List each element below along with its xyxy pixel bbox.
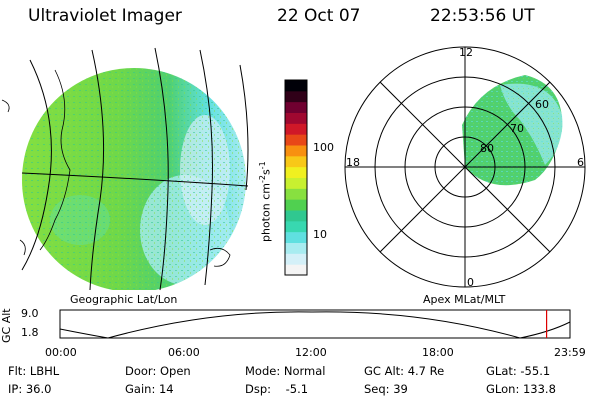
status-dsp: Dsp: -5.1 <box>245 382 309 396</box>
lat-label-60: 60 <box>535 98 549 111</box>
status-filter: Flt: LBHL <box>8 364 60 378</box>
colorbar-segment <box>285 80 307 92</box>
colorbar-segment <box>285 210 307 222</box>
geographic-image <box>1 47 249 291</box>
lat-label-70: 70 <box>510 122 524 135</box>
colorbar-segment <box>285 177 307 189</box>
timeline-xtick-2359: 23:59 <box>554 346 586 359</box>
colorbar-segment <box>285 264 307 276</box>
colorbar-segment <box>285 188 307 200</box>
left-panel-caption: Geographic Lat/Lon <box>70 293 178 306</box>
mlt-label-12: 12 <box>459 46 473 59</box>
image-time: 22:53:56 UT <box>430 6 535 26</box>
mlt-label-0: 0 <box>467 276 474 289</box>
polar-plot <box>344 46 586 288</box>
image-date: 22 Oct 07 <box>277 6 361 26</box>
status-ip: IP: 36.0 <box>8 382 52 396</box>
colorbar-segment <box>285 242 307 254</box>
colorbar <box>284 79 308 276</box>
status-glat: GLat: -55.1 <box>486 364 551 378</box>
right-panel-caption: Apex MLat/MLT <box>423 293 506 306</box>
instrument-title: Ultraviolet Imager <box>28 6 182 26</box>
colorbar-segment <box>285 90 307 103</box>
colorbar-segment <box>285 123 307 135</box>
colorbar-segment <box>285 220 307 233</box>
lat-label-80: 80 <box>480 142 494 155</box>
colorbar-segment <box>285 253 307 265</box>
colorbar-segment <box>285 199 307 211</box>
status-gain: Gain: 14 <box>125 382 174 396</box>
status-seq: Seq: 39 <box>364 382 408 396</box>
timeline-ylabel: GC Alt <box>0 308 13 343</box>
mlt-label-6: 6 <box>577 156 584 169</box>
timeline-xtick-0000: 00:00 <box>45 346 77 359</box>
mlt-label-18: 18 <box>346 156 360 169</box>
status-mode: Mode: Normal <box>245 364 326 378</box>
status-glon: GLon: 133.8 <box>486 382 556 396</box>
colorbar-segment <box>285 155 307 168</box>
colorbar-segment <box>285 134 307 146</box>
timeline-ytick-top: 9.0 <box>21 307 39 320</box>
colorbar-segment <box>285 112 307 124</box>
timeline-xtick-0600: 06:00 <box>168 346 200 359</box>
colorbar-label: photon cm-2s-1 <box>258 161 273 242</box>
timeline-ytick-bottom: 1.8 <box>21 326 39 339</box>
timeline-xtick-1200: 12:00 <box>295 346 327 359</box>
colorbar-tick-100: 100 <box>313 141 334 154</box>
timeline-xtick-1800: 18:00 <box>422 346 454 359</box>
colorbar-segment <box>285 145 307 157</box>
colorbar-segment <box>285 101 307 113</box>
colorbar-segment <box>285 166 307 178</box>
colorbar-tick-10: 10 <box>313 228 327 241</box>
altitude-timeline <box>59 309 571 339</box>
status-gc-alt: GC Alt: 4.7 Re <box>364 364 445 378</box>
status-door: Door: Open <box>125 364 191 378</box>
colorbar-segment <box>285 231 307 243</box>
